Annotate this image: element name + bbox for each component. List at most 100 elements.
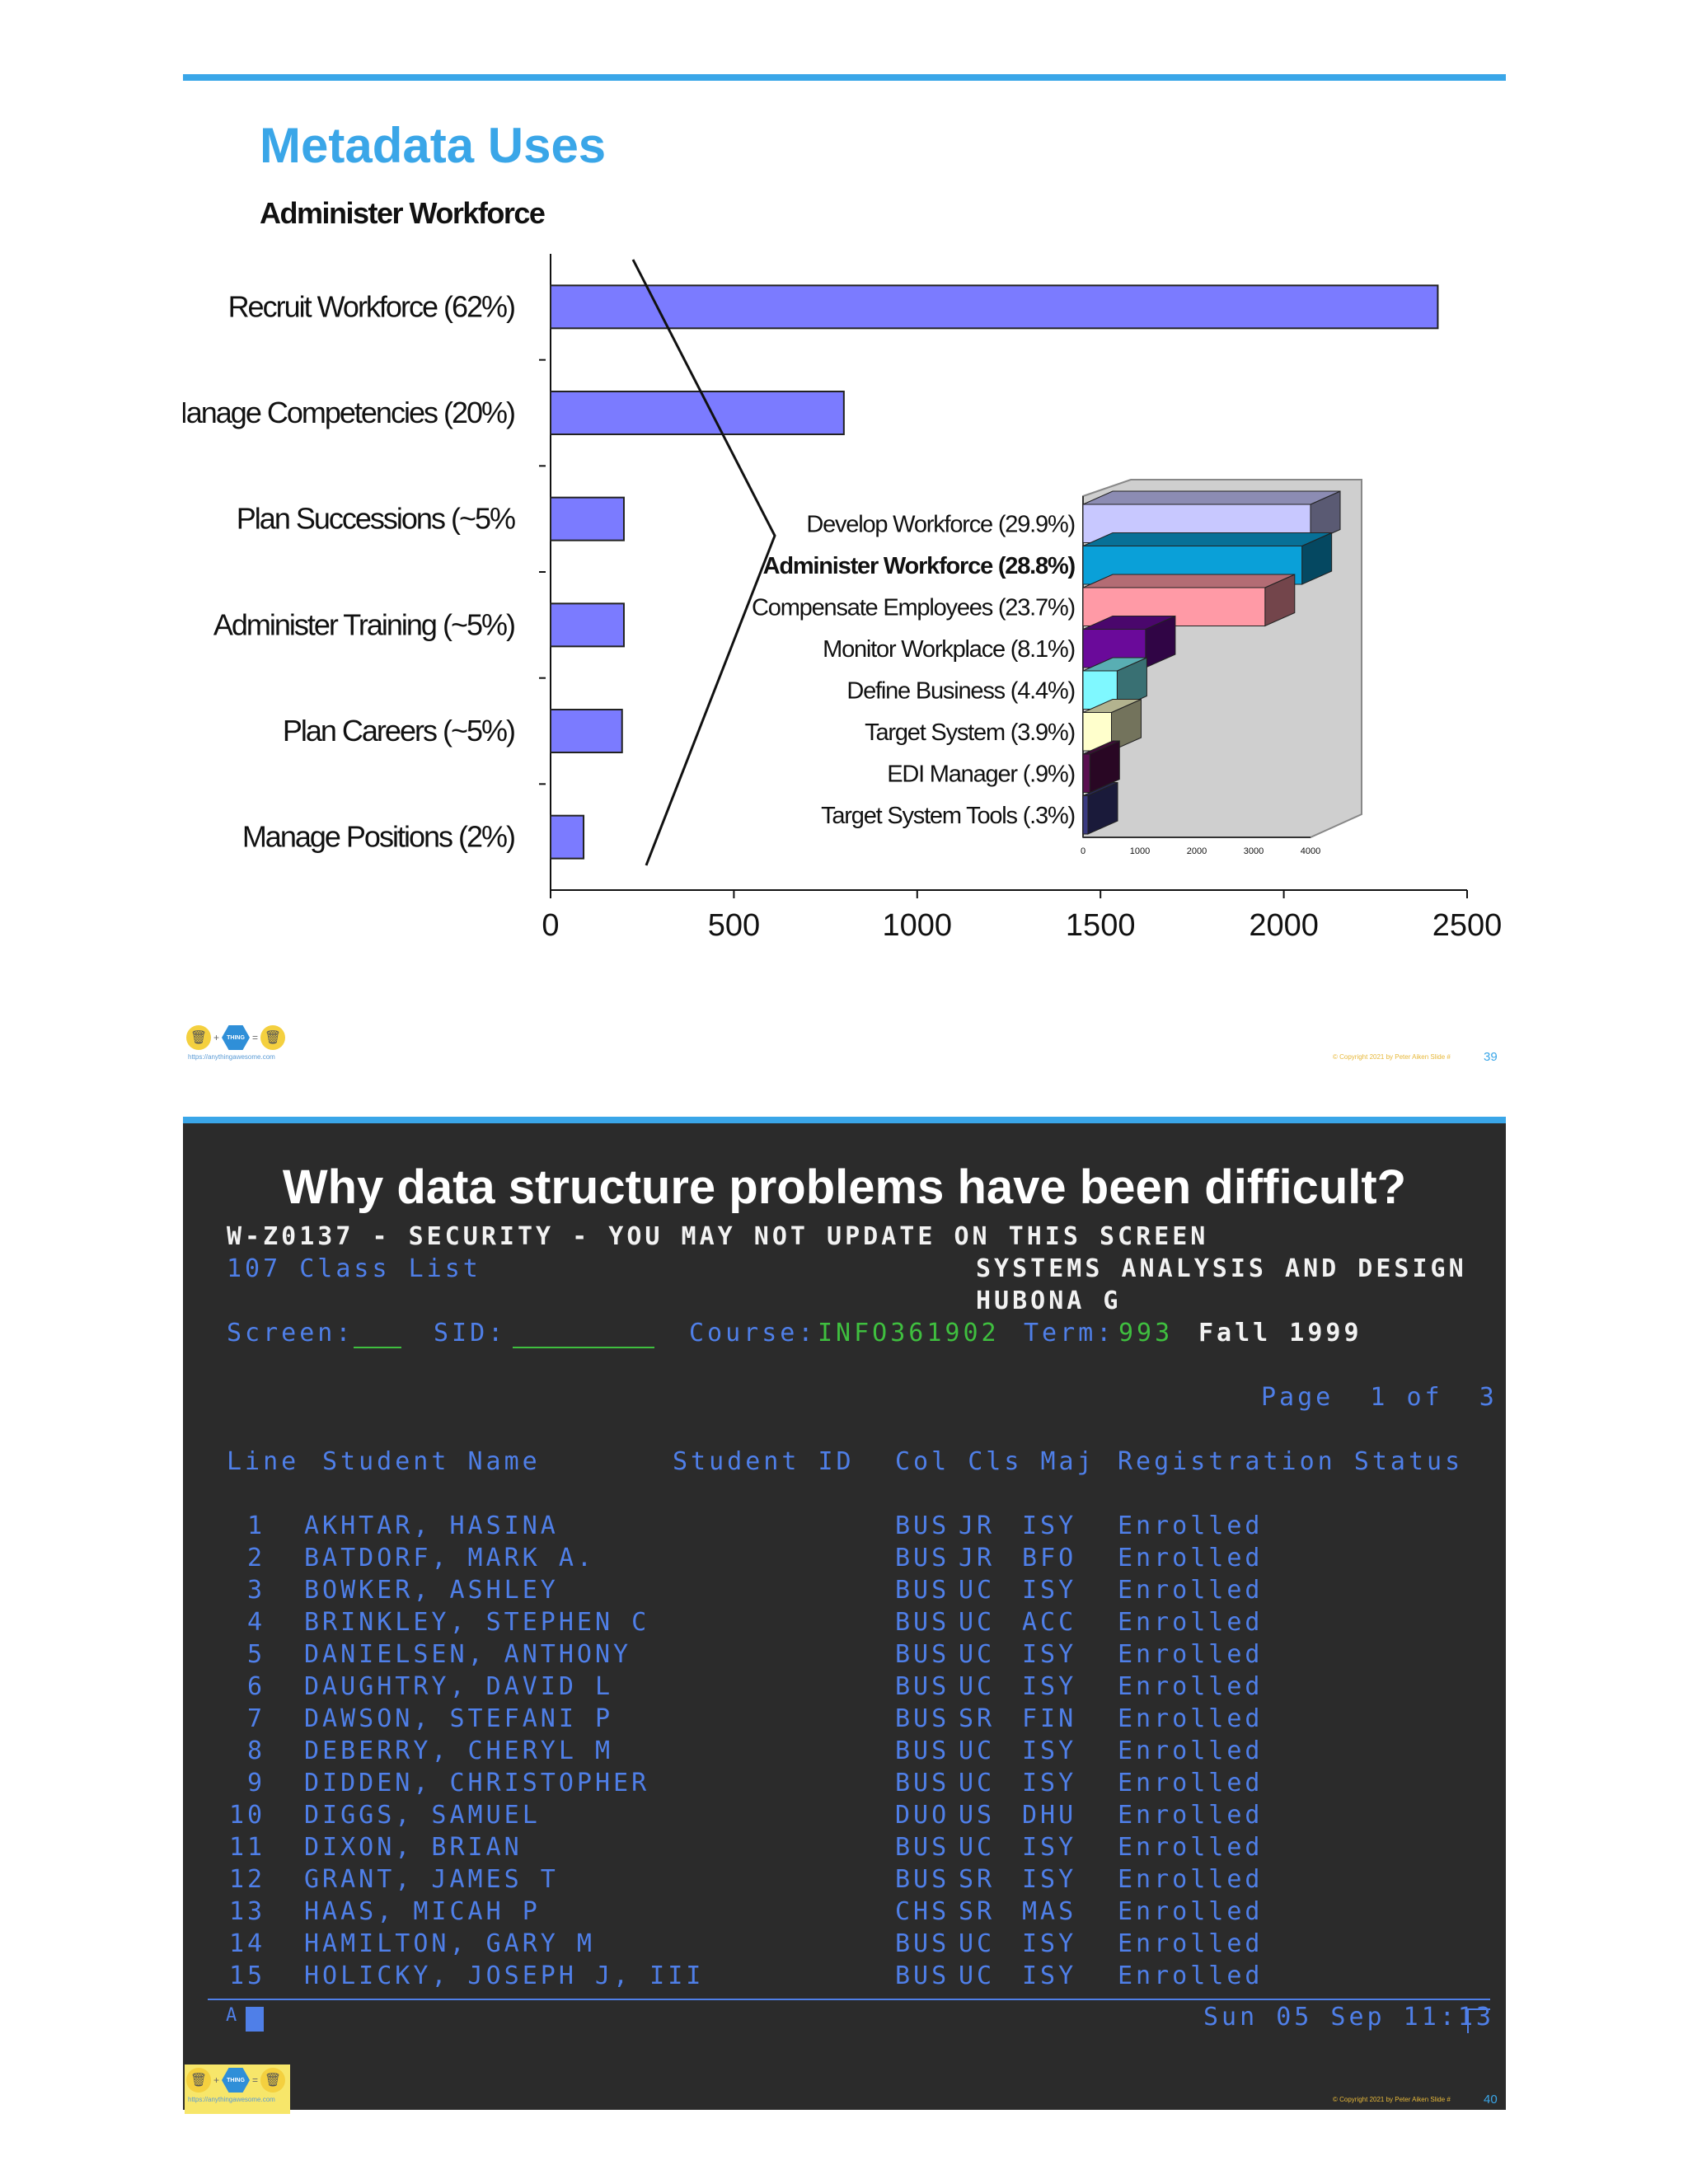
course-label: Course: [689, 1319, 817, 1347]
bar [550, 814, 585, 860]
plus-icon: + [213, 1032, 220, 1043]
sid-input[interactable] [513, 1325, 654, 1348]
row-cls: UC [959, 1929, 996, 1958]
table-row[interactable]: 15 HOLICKY, JOSEPH J, III BUS UC ISY Enrolled [183, 1961, 1506, 1993]
row-status: Enrolled [1118, 1865, 1264, 1894]
equals-icon: = [252, 1032, 259, 1043]
row-status: Enrolled [1118, 1608, 1264, 1637]
table-row[interactable]: 2 BATDORF, MARK A. BUS JR BFO Enrolled [183, 1544, 1506, 1575]
sid-label: SID: [434, 1319, 507, 1347]
row-name: BOWKER, ASHLEY [304, 1576, 559, 1605]
bar [550, 391, 845, 435]
table-row[interactable]: 10 DIGGS, SAMUEL DUO US DHU Enrolled [183, 1801, 1506, 1832]
inset-category-label: Target System (3.9%) [865, 719, 1075, 746]
row-maj: ISY [1022, 1865, 1077, 1894]
x-tick-label: 2000 [1249, 908, 1319, 943]
row-status: Enrolled [1118, 1929, 1264, 1958]
table-row[interactable]: 6 DAUGHTRY, DAVID L BUS UC ISY Enrolled [183, 1672, 1506, 1704]
x-tick-label: 500 [708, 908, 760, 943]
equals-icon: = [252, 2074, 259, 2086]
row-status: Enrolled [1118, 1704, 1264, 1733]
row-maj: ISY [1022, 1576, 1077, 1605]
term-value: 993 [1118, 1319, 1174, 1347]
bar [550, 709, 623, 753]
row-line: 5 [229, 1640, 266, 1669]
row-line: 12 [229, 1865, 266, 1894]
row-line: 8 [229, 1736, 266, 1765]
trash-icon: 🗑 [186, 2068, 211, 2093]
row-cls: UC [959, 1640, 996, 1669]
row-maj: ISY [1022, 1769, 1077, 1797]
bar [550, 602, 625, 648]
row-col: BUS [895, 1640, 950, 1669]
row-maj: ISY [1022, 1961, 1077, 1990]
row-line: 6 [229, 1672, 266, 1701]
row-line: 2 [229, 1544, 266, 1572]
row-line: 3 [229, 1576, 266, 1605]
copyright-text: © Copyright 2021 by Peter Aiken Slide # [1333, 2096, 1451, 2103]
row-status: Enrolled [1118, 1769, 1264, 1797]
table-row[interactable]: 11 DIXON, BRIAN BUS UC ISY Enrolled [183, 1833, 1506, 1864]
table-row[interactable]: 8 DEBERRY, CHERYL M BUS UC ISY Enrolled [183, 1736, 1506, 1768]
row-cls: SR [959, 1865, 996, 1894]
row-name: DAWSON, STEFANI P [304, 1704, 614, 1733]
row-maj: ISY [1022, 1736, 1077, 1765]
table-row[interactable]: 1 AKHTAR, HASINA BUS JR ISY Enrolled [183, 1511, 1506, 1543]
row-name: DIXON, BRIAN [304, 1833, 523, 1862]
row-col: BUS [895, 1608, 950, 1637]
trash-icon: 🗑 [260, 1025, 286, 1050]
table-row[interactable]: 4 BRINKLEY, STEPHEN C BUS UC ACC Enrolled [183, 1608, 1506, 1639]
table-row[interactable]: 7 DAWSON, STEFANI P BUS SR FIN Enrolled [183, 1704, 1506, 1736]
table-row[interactable]: 13 HAAS, MICAH P CHS SR MAS Enrolled [183, 1897, 1506, 1929]
row-maj: ISY [1022, 1833, 1077, 1862]
row-col: DUO [895, 1801, 950, 1830]
table-row[interactable]: 14 HAMILTON, GARY M BUS UC ISY Enrolled [183, 1929, 1506, 1961]
x-tick-label: 1000 [883, 908, 953, 943]
chart-title: Administer Workforce [260, 196, 546, 230]
row-col: BUS [895, 1736, 950, 1765]
category-label: Plan Successions (~5% [237, 502, 515, 536]
row-line: 1 [229, 1511, 266, 1540]
table-row[interactable]: 12 GRANT, JAMES T BUS SR ISY Enrolled [183, 1865, 1506, 1896]
row-cls: UC [959, 1576, 996, 1605]
row-maj: FIN [1022, 1704, 1077, 1733]
table-row[interactable]: 3 BOWKER, ASHLEY BUS UC ISY Enrolled [183, 1576, 1506, 1607]
column-header-col-cls-maj: Col Cls Maj [895, 1447, 1095, 1476]
inset-tick-label: 3000 [1244, 846, 1264, 856]
inset-bar [1082, 795, 1089, 835]
inset-category-label: EDI Manager (.9%) [887, 761, 1075, 787]
row-cls: UC [959, 1672, 996, 1701]
category-label: Manage Competencies (20%) [183, 396, 514, 429]
category-label: Administer Training (~5%) [213, 607, 514, 641]
inset-category-label: Develop Workforce (29.9%) [806, 511, 1075, 537]
course-title: SYSTEMS ANALYSIS AND DESIGN [976, 1254, 1467, 1283]
x-tick-label: 0 [542, 908, 559, 943]
row-cls: JR [959, 1511, 996, 1540]
column-header-line: Line [227, 1447, 300, 1476]
slide-39: 0 500 1000 1500 2000 2500 Recruit Workforce (6… [183, 74, 1506, 1084]
slide-top-bar [183, 1117, 1506, 1123]
slide-number: 40 [1484, 2093, 1498, 2107]
row-maj: ACC [1022, 1608, 1077, 1637]
row-cls: US [959, 1801, 996, 1830]
inset-bar [1082, 753, 1090, 793]
inset-tick-label: 2000 [1187, 846, 1207, 856]
table-row[interactable]: 5 DANIELSEN, ANTHONY BUS UC ISY Enrolled [183, 1640, 1506, 1671]
corner-icon [1467, 2008, 1490, 2033]
row-name: DAUGHTRY, DAVID L [304, 1672, 614, 1701]
category-label: Plan Careers (~5%) [283, 714, 514, 748]
screen-label: Screen: [227, 1319, 354, 1347]
row-maj: BFO [1022, 1544, 1077, 1572]
course-value: INFO361902 [818, 1319, 1000, 1347]
row-cls: UC [959, 1961, 996, 1990]
row-name: DEBERRY, CHERYL M [304, 1736, 614, 1765]
table-row[interactable]: 9 DIDDEN, CHRISTOPHER BUS UC ISY Enrolled [183, 1769, 1506, 1800]
inset-category-label: Compensate Employees (23.7%) [752, 594, 1075, 621]
row-cls: SR [959, 1897, 996, 1926]
row-line: 14 [229, 1929, 266, 1958]
row-col: BUS [895, 1769, 950, 1797]
screen-input[interactable] [354, 1325, 401, 1348]
row-col: CHS [895, 1897, 950, 1926]
inset-bar-top [1082, 490, 1341, 505]
row-maj: ISY [1022, 1929, 1077, 1958]
